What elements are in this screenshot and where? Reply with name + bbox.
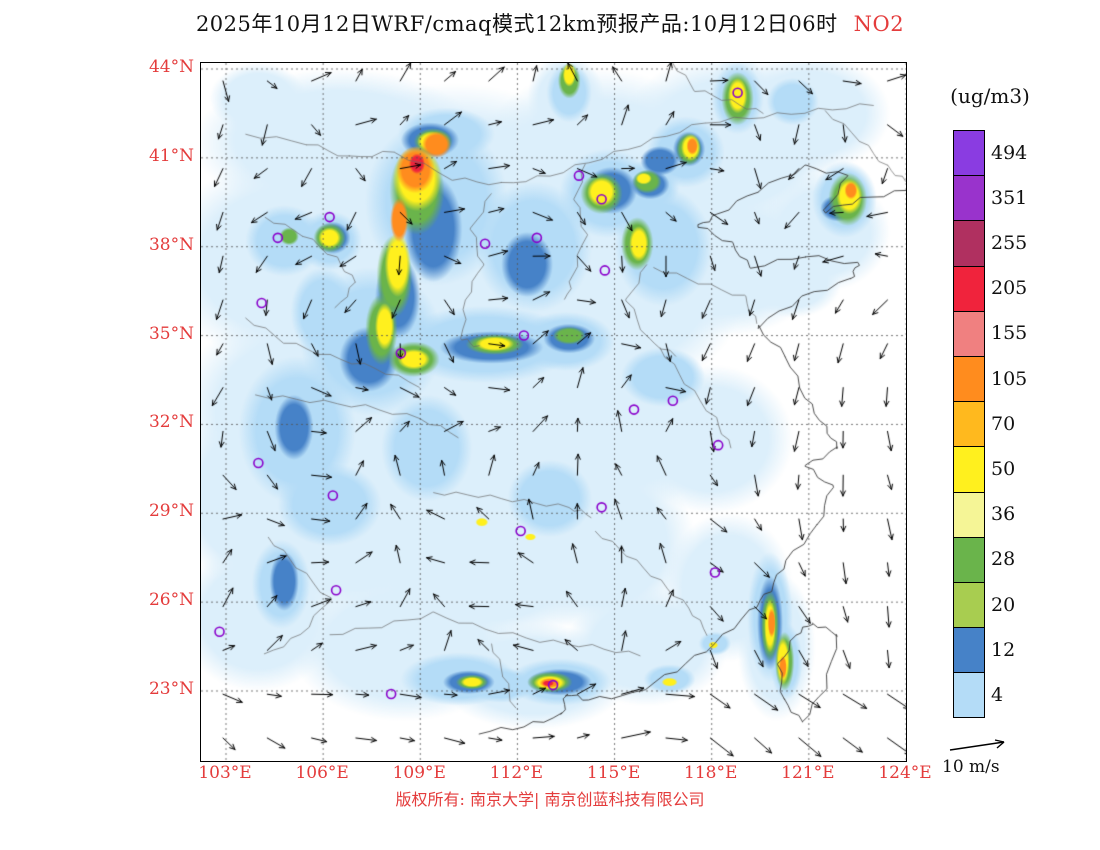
lon-label: 124°E bbox=[878, 763, 932, 783]
lon-label: 109°E bbox=[392, 763, 446, 783]
colorbar-segment bbox=[954, 401, 984, 447]
legend-unit-label: (ug/m3) bbox=[950, 84, 1030, 108]
legend-level-label: 70 bbox=[991, 412, 1016, 435]
legend-level-label: 4 bbox=[991, 684, 1004, 706]
copyright-text: 版权所有: 南京大学| 南京创蓝科技有限公司 bbox=[395, 790, 705, 809]
lat-label: 29°N bbox=[148, 501, 194, 522]
pollutant-label: NO2 bbox=[853, 12, 905, 36]
legend-level-label: 36 bbox=[991, 503, 1016, 526]
lon-label: 112°E bbox=[489, 763, 544, 783]
legend-level-label: 155 bbox=[991, 322, 1028, 345]
lon-label: 103°E bbox=[198, 763, 252, 783]
wind-scale-arrow-icon bbox=[949, 739, 1005, 751]
colorbar-segment bbox=[954, 220, 984, 266]
page-title: 2025年10月12日WRF/cmaq模式12km预报产品:10月12日06时 N… bbox=[0, 8, 1100, 38]
colorbar-segment bbox=[954, 536, 984, 582]
colorbar-segment bbox=[954, 310, 984, 356]
colorbar-segment bbox=[954, 131, 984, 176]
legend-level-label: 28 bbox=[991, 548, 1016, 571]
lon-label: 106°E bbox=[295, 763, 349, 783]
lat-label: 41°N bbox=[148, 145, 194, 166]
legend-level-label: 255 bbox=[991, 232, 1028, 254]
lat-label: 23°N bbox=[148, 678, 194, 699]
legend-level-label: 205 bbox=[991, 277, 1028, 300]
lon-label: 115°E bbox=[586, 763, 641, 783]
colorbar-segment bbox=[954, 265, 984, 311]
map-area bbox=[200, 62, 907, 762]
colorbar-segment bbox=[954, 491, 984, 537]
legend-level-label: 50 bbox=[991, 458, 1016, 480]
wind-scale-label: 10 m/s bbox=[942, 757, 1000, 777]
legend-level-label: 494 bbox=[991, 141, 1028, 164]
colorbar bbox=[953, 130, 985, 719]
colorbar-segment bbox=[954, 581, 984, 628]
legend-level-label: 12 bbox=[991, 638, 1016, 661]
lat-label: 35°N bbox=[148, 323, 194, 344]
colorbar-segment bbox=[954, 175, 984, 221]
colorbar-segment bbox=[954, 627, 984, 673]
lat-label: 44°N bbox=[148, 57, 194, 77]
lon-label: 121°E bbox=[781, 763, 835, 783]
colorbar-segment bbox=[954, 355, 984, 402]
forecast-title-text: 2025年10月12日WRF/cmaq模式12km预报产品:10月12日06时 bbox=[195, 12, 838, 36]
legend-level-label: 105 bbox=[991, 367, 1028, 390]
lat-label: 26°N bbox=[148, 590, 194, 611]
lon-label: 118°E bbox=[684, 763, 738, 783]
colorbar-segment bbox=[954, 446, 984, 492]
lat-label: 32°N bbox=[148, 412, 194, 433]
colorbar-segment bbox=[954, 672, 984, 718]
lat-label: 38°N bbox=[148, 234, 194, 255]
legend-level-label: 20 bbox=[991, 593, 1016, 616]
legend-level-label: 351 bbox=[991, 186, 1028, 209]
forecast-map bbox=[201, 63, 906, 761]
